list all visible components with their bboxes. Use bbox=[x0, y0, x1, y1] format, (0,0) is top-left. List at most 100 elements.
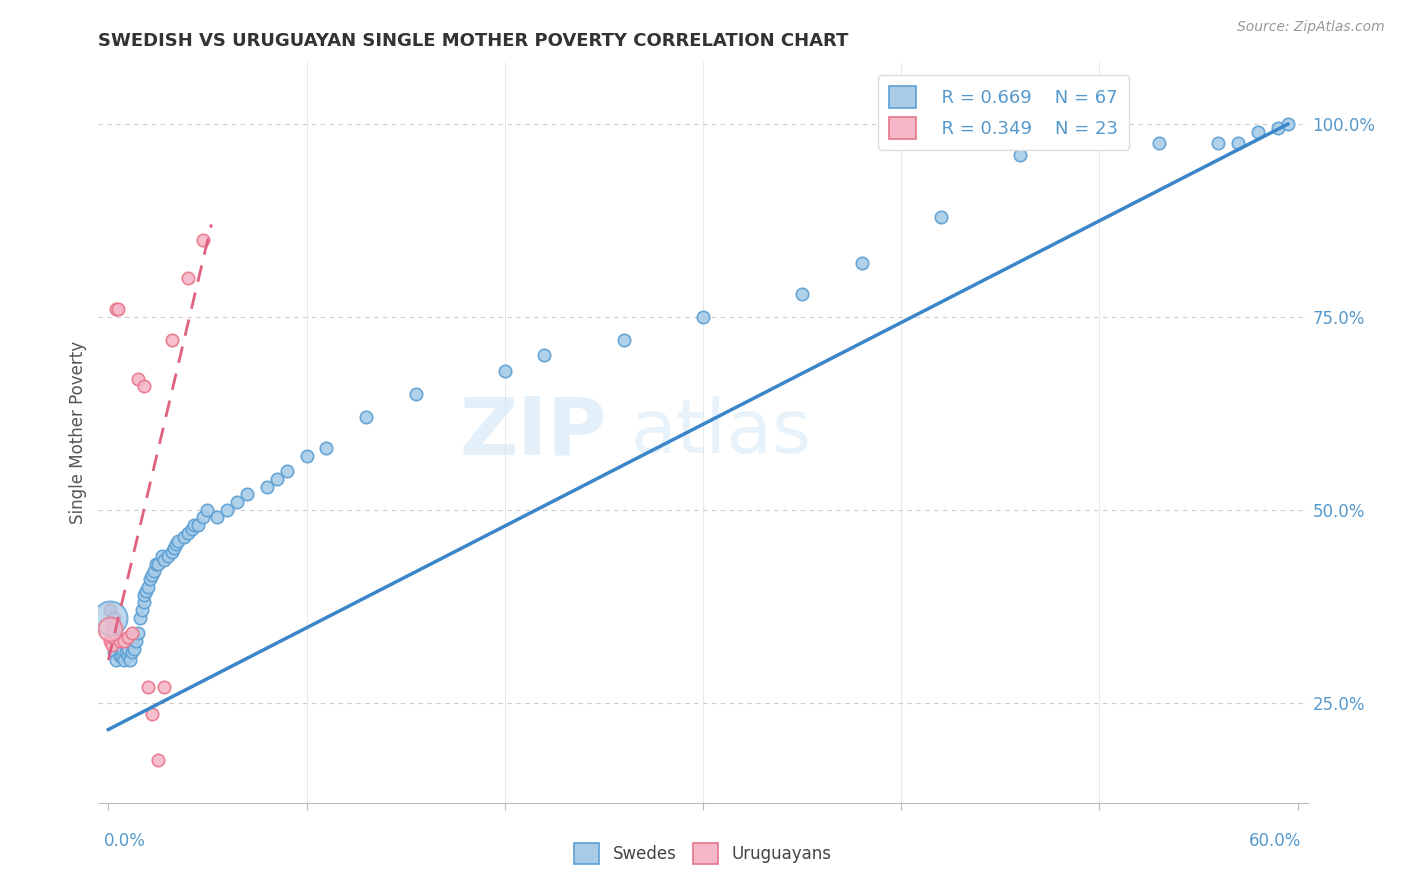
Point bbox=[166, 533, 188, 548]
Point bbox=[132, 379, 155, 393]
Point bbox=[135, 583, 157, 598]
Point bbox=[156, 549, 179, 563]
Point bbox=[98, 603, 121, 617]
Point bbox=[207, 510, 229, 524]
Point bbox=[186, 518, 208, 533]
Text: 0.0%: 0.0% bbox=[104, 832, 146, 850]
Point bbox=[111, 649, 134, 664]
Point bbox=[136, 680, 159, 694]
Point bbox=[146, 753, 169, 767]
Point bbox=[1277, 117, 1299, 131]
Point bbox=[692, 310, 714, 324]
Point bbox=[163, 541, 186, 556]
Point bbox=[132, 595, 155, 609]
Y-axis label: Single Mother Poverty: Single Mother Poverty bbox=[69, 341, 87, 524]
Point bbox=[295, 449, 318, 463]
Point bbox=[533, 349, 555, 363]
Point bbox=[98, 633, 121, 648]
Point bbox=[105, 302, 128, 317]
Point bbox=[117, 649, 139, 664]
Point bbox=[110, 633, 132, 648]
Point bbox=[141, 568, 163, 582]
Point bbox=[405, 387, 427, 401]
Point bbox=[117, 630, 139, 644]
Point bbox=[111, 641, 134, 656]
Point bbox=[193, 233, 215, 247]
Point bbox=[153, 553, 176, 567]
Point bbox=[494, 364, 516, 378]
Text: atlas: atlas bbox=[630, 396, 811, 469]
Text: ZIP: ZIP bbox=[458, 393, 606, 472]
Point bbox=[103, 626, 125, 640]
Point bbox=[105, 653, 128, 667]
Point bbox=[160, 545, 183, 559]
Point bbox=[197, 502, 219, 516]
Point bbox=[112, 653, 135, 667]
Point bbox=[165, 537, 187, 551]
Point bbox=[1267, 120, 1289, 135]
Point bbox=[115, 645, 138, 659]
Point bbox=[183, 518, 205, 533]
Point bbox=[121, 633, 143, 648]
Point bbox=[132, 588, 155, 602]
Point bbox=[103, 611, 125, 625]
Point bbox=[150, 549, 173, 563]
Point bbox=[1010, 148, 1032, 162]
Point bbox=[276, 464, 298, 478]
Point bbox=[112, 633, 135, 648]
Point bbox=[226, 495, 249, 509]
Point bbox=[141, 707, 163, 722]
Point bbox=[193, 510, 215, 524]
Point bbox=[122, 641, 145, 656]
Point bbox=[120, 653, 142, 667]
Point bbox=[110, 649, 132, 664]
Point bbox=[107, 638, 129, 652]
Point bbox=[315, 441, 337, 455]
Text: 60.0%: 60.0% bbox=[1250, 832, 1302, 850]
Point bbox=[139, 572, 162, 586]
Point bbox=[266, 472, 288, 486]
Point bbox=[136, 580, 159, 594]
Point bbox=[217, 502, 239, 516]
Point bbox=[1227, 136, 1250, 151]
Point bbox=[176, 271, 198, 285]
Point bbox=[142, 565, 165, 579]
Point bbox=[256, 480, 278, 494]
Point bbox=[160, 333, 183, 347]
Point bbox=[180, 522, 202, 536]
Legend:   R = 0.669    N = 67,   R = 0.349    N = 23: R = 0.669 N = 67, R = 0.349 N = 23 bbox=[879, 75, 1129, 150]
Point bbox=[131, 603, 153, 617]
Point bbox=[354, 410, 377, 425]
Point bbox=[101, 630, 124, 644]
Point bbox=[107, 302, 129, 317]
Point bbox=[145, 557, 167, 571]
Point bbox=[1208, 136, 1230, 151]
Point bbox=[1247, 125, 1270, 139]
Point bbox=[173, 530, 195, 544]
Text: SWEDISH VS URUGUAYAN SINGLE MOTHER POVERTY CORRELATION CHART: SWEDISH VS URUGUAYAN SINGLE MOTHER POVER… bbox=[98, 32, 849, 50]
Point bbox=[1147, 136, 1170, 151]
Point bbox=[125, 633, 148, 648]
Point bbox=[1088, 136, 1111, 151]
Point bbox=[121, 645, 143, 659]
Point bbox=[117, 641, 139, 656]
Point bbox=[103, 618, 125, 632]
Point bbox=[153, 680, 176, 694]
Point bbox=[146, 557, 169, 571]
Text: Source: ZipAtlas.com: Source: ZipAtlas.com bbox=[1237, 20, 1385, 34]
Point bbox=[98, 611, 121, 625]
Point bbox=[929, 210, 952, 224]
Point bbox=[236, 487, 259, 501]
Point bbox=[127, 626, 149, 640]
Point bbox=[101, 638, 124, 652]
Point bbox=[851, 256, 873, 270]
Point bbox=[98, 622, 121, 636]
Legend: Swedes, Uruguayans: Swedes, Uruguayans bbox=[568, 837, 838, 871]
Point bbox=[790, 286, 813, 301]
Point bbox=[129, 611, 152, 625]
Point bbox=[103, 645, 125, 659]
Point bbox=[101, 615, 124, 629]
Point bbox=[127, 371, 149, 385]
Point bbox=[613, 333, 636, 347]
Point bbox=[121, 626, 143, 640]
